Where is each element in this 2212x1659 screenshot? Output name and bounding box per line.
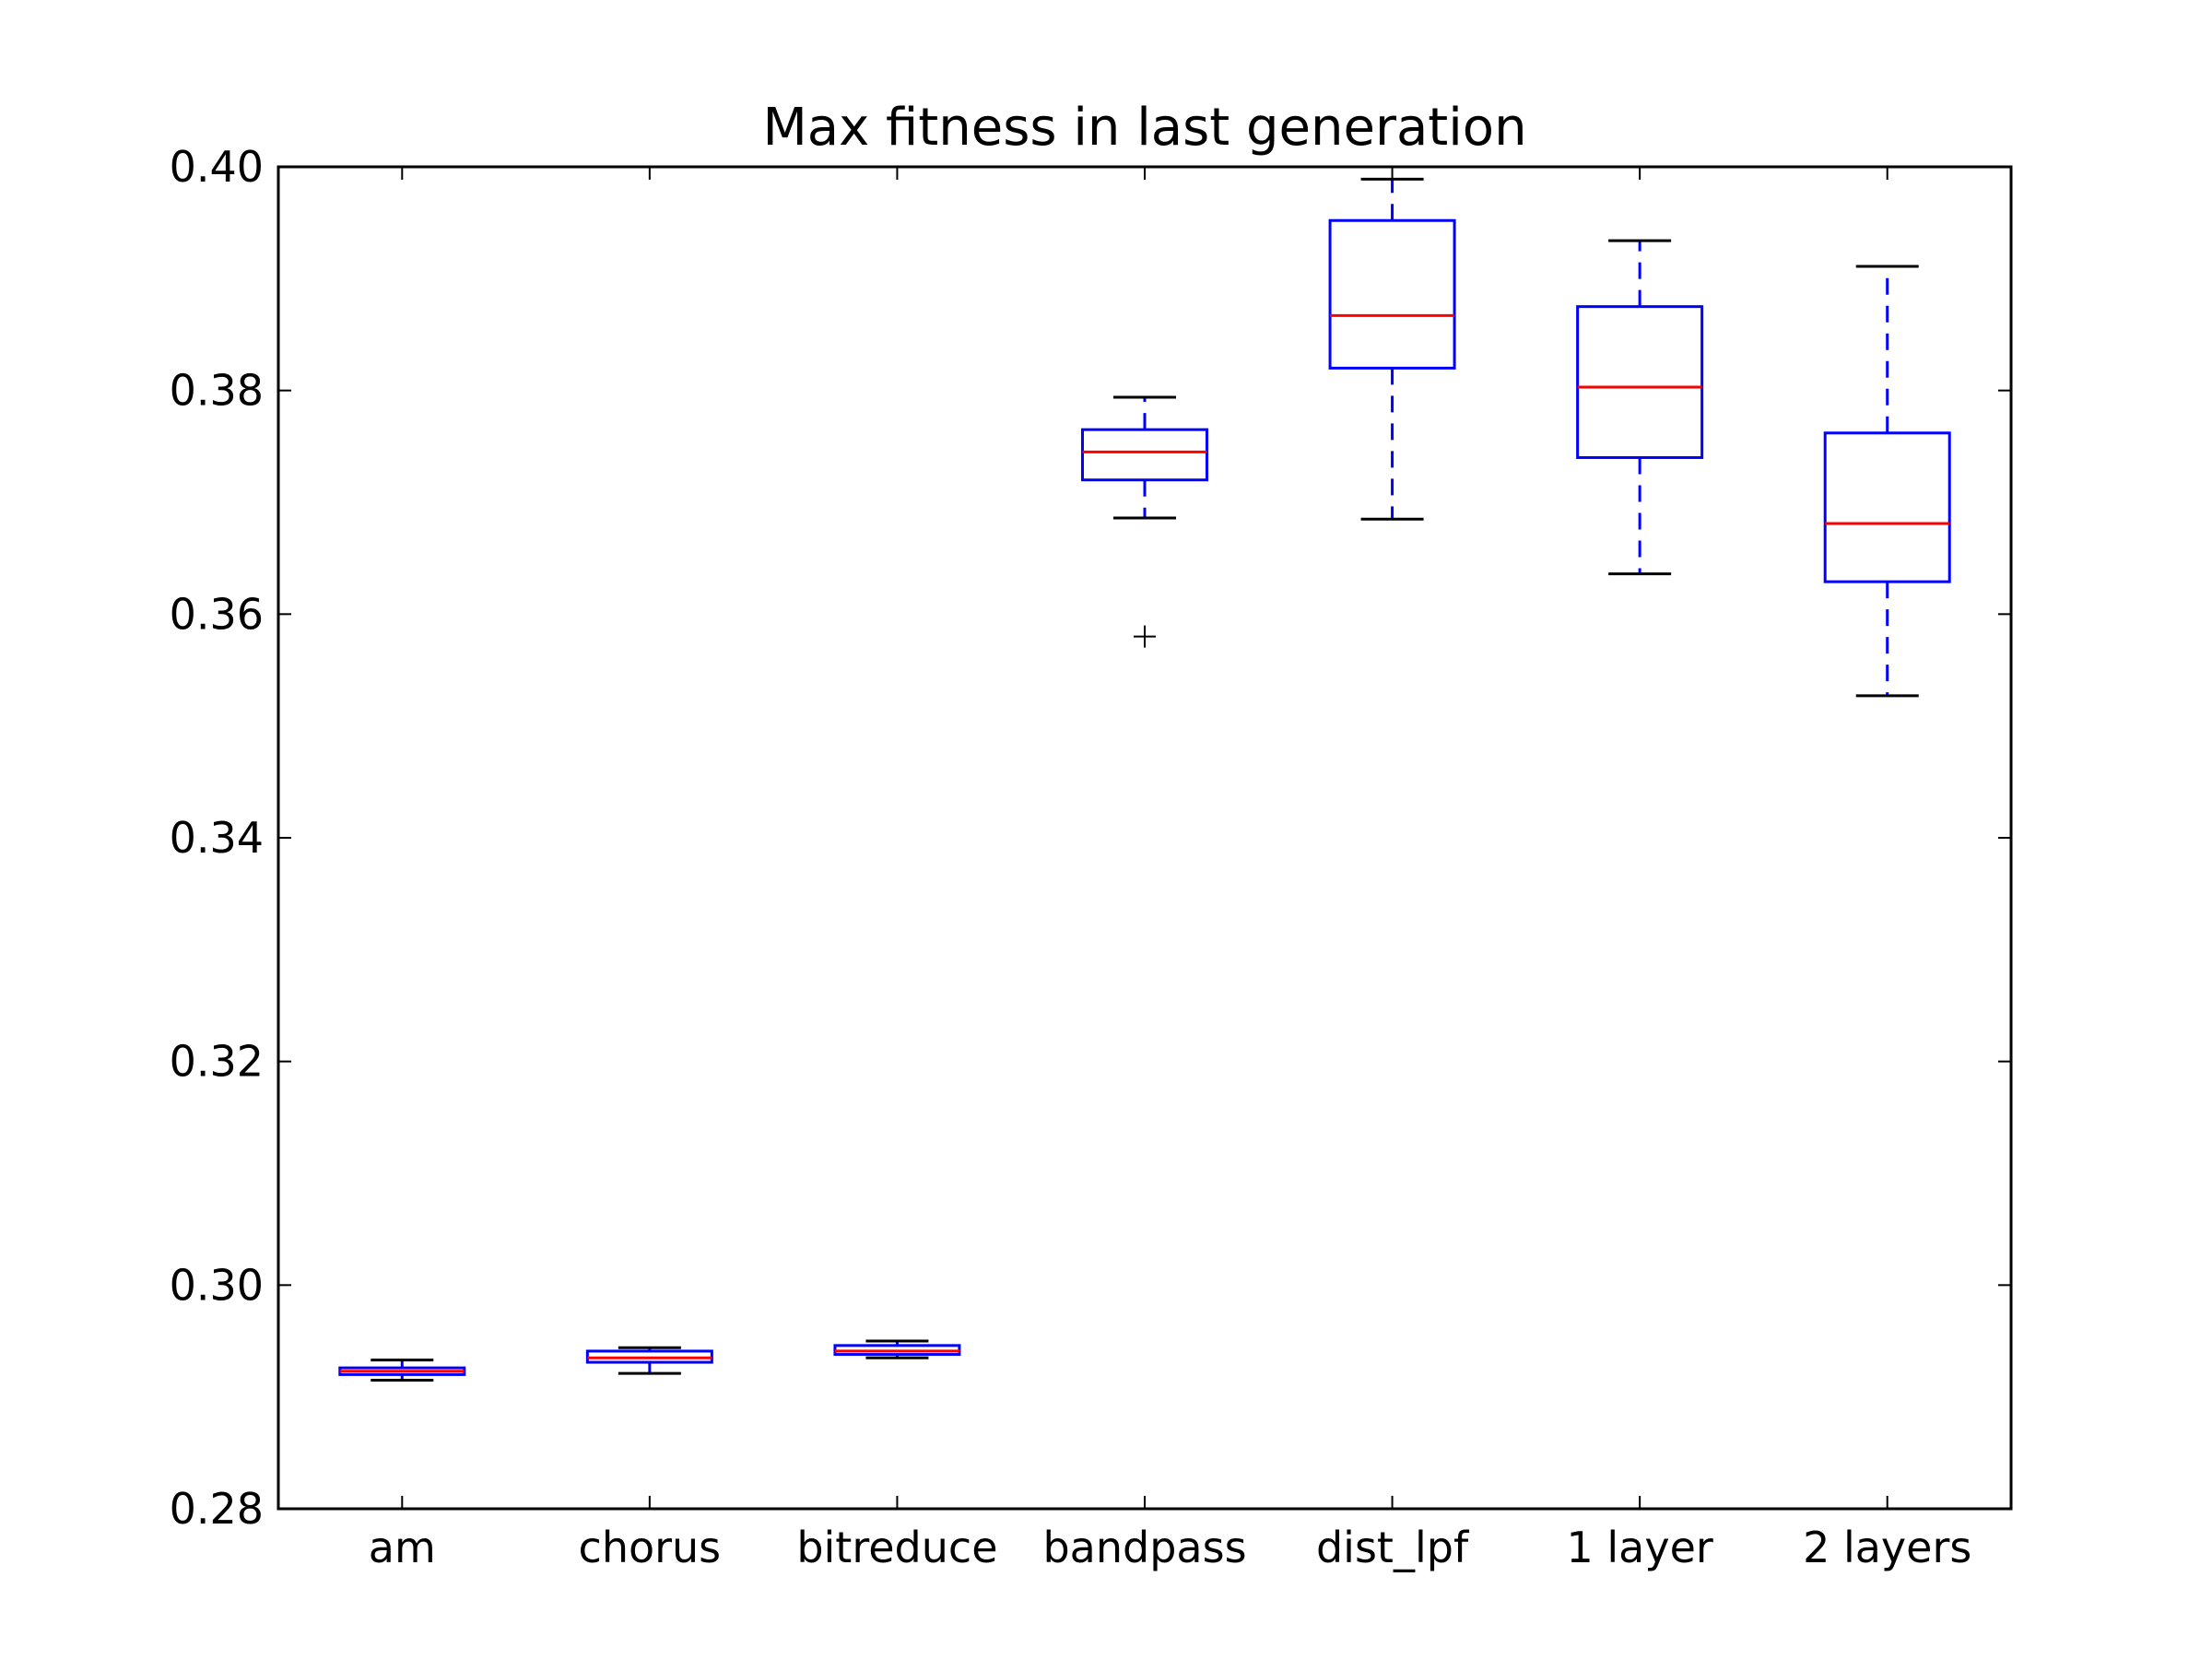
- box-iqr: [1576, 305, 1704, 459]
- x-tick-label: 1 layer: [1566, 1523, 1712, 1572]
- y-tick-label: 0.28: [170, 1484, 264, 1534]
- y-tick-label: 0.32: [170, 1037, 264, 1087]
- x-tick-label: chorus: [579, 1523, 722, 1572]
- x-tick-label: 2 layers: [1803, 1523, 1971, 1572]
- y-tick-label: 0.34: [170, 813, 264, 863]
- y-tick-label: 0.40: [170, 142, 264, 192]
- x-tick-label: bitreduce: [796, 1523, 997, 1572]
- y-tick-label: 0.36: [170, 589, 264, 639]
- outlier-point: [1134, 625, 1156, 648]
- box-iqr: [1328, 218, 1456, 370]
- plot-marks: [338, 177, 1951, 1382]
- axis-ticks: 0.28 0.30 0.32 0.34 0.36 0.38 0.40 am chorus bitr…: [170, 142, 2011, 1572]
- y-tick-label: 0.30: [170, 1260, 264, 1310]
- y-tick-label: 0.38: [170, 366, 264, 416]
- x-tick-label: dist_lpf: [1316, 1523, 1470, 1572]
- x-tick-label: bandpass: [1042, 1523, 1246, 1572]
- chart-title: Max fitness in last generation: [762, 98, 1526, 158]
- box-iqr: [1081, 428, 1208, 482]
- axes-frame: [276, 165, 2013, 1511]
- box-iqr: [1823, 431, 1951, 583]
- x-tick-label: am: [369, 1523, 436, 1572]
